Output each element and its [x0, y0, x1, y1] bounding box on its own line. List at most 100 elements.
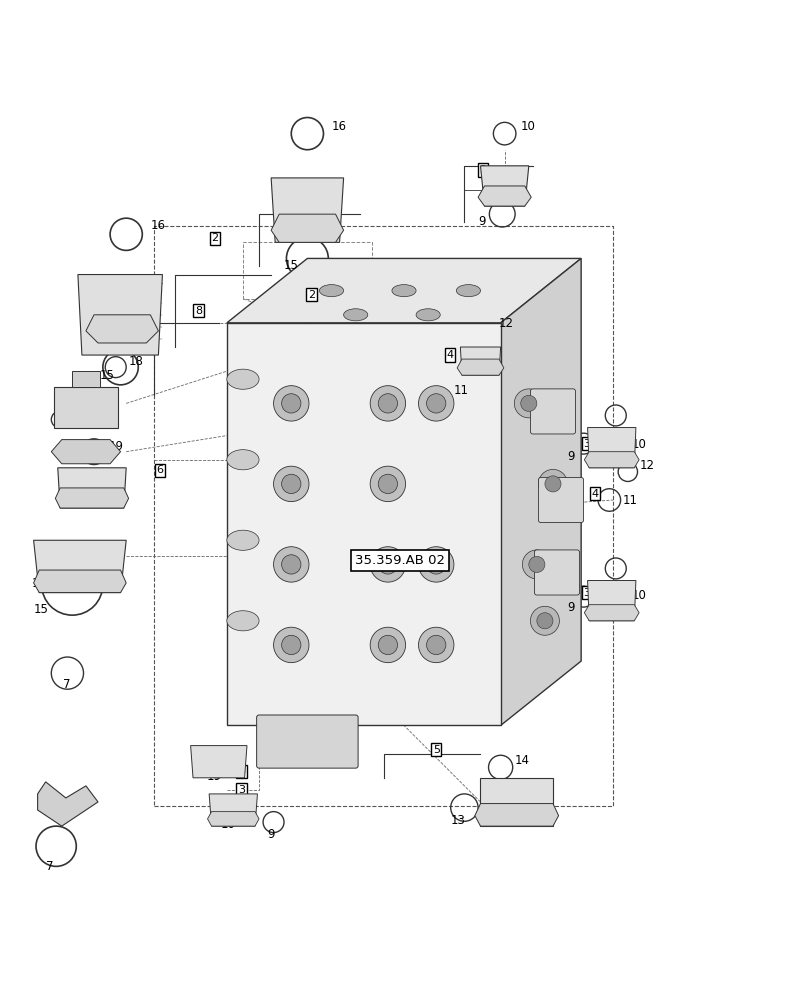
Polygon shape — [501, 258, 581, 725]
Circle shape — [521, 395, 537, 411]
Text: 9: 9 — [567, 450, 575, 463]
Circle shape — [427, 555, 446, 574]
Polygon shape — [34, 570, 126, 593]
Text: 15: 15 — [99, 369, 115, 382]
Polygon shape — [475, 804, 558, 826]
Polygon shape — [271, 178, 343, 242]
FancyBboxPatch shape — [257, 715, 358, 768]
Text: 16: 16 — [150, 219, 166, 232]
Polygon shape — [72, 371, 99, 387]
Polygon shape — [587, 428, 636, 468]
Polygon shape — [191, 746, 247, 778]
Text: 14: 14 — [516, 754, 530, 767]
Circle shape — [282, 635, 301, 655]
Circle shape — [419, 386, 454, 421]
Text: 8: 8 — [195, 306, 202, 316]
Circle shape — [522, 550, 551, 579]
Circle shape — [427, 394, 446, 413]
Text: 5: 5 — [433, 745, 440, 755]
Circle shape — [538, 469, 567, 498]
Text: 19: 19 — [207, 770, 221, 783]
Text: 12: 12 — [640, 459, 655, 472]
Text: 11: 11 — [623, 494, 638, 507]
Polygon shape — [271, 214, 343, 242]
FancyBboxPatch shape — [538, 477, 583, 523]
Ellipse shape — [227, 611, 259, 631]
Text: 35.359.AB 02: 35.359.AB 02 — [355, 554, 445, 567]
Polygon shape — [55, 488, 128, 508]
Circle shape — [378, 474, 398, 494]
Circle shape — [515, 389, 543, 418]
Circle shape — [282, 474, 301, 494]
Text: 3: 3 — [238, 785, 245, 795]
Text: 16: 16 — [32, 577, 47, 590]
Text: 3: 3 — [479, 165, 486, 175]
Text: 10: 10 — [521, 120, 536, 133]
Text: 13: 13 — [451, 814, 465, 827]
Text: 9: 9 — [567, 601, 575, 614]
Circle shape — [545, 476, 561, 492]
Circle shape — [419, 627, 454, 663]
Text: 9: 9 — [478, 215, 486, 228]
Text: 12: 12 — [499, 317, 514, 330]
Text: 2: 2 — [308, 290, 315, 300]
Text: 3: 3 — [583, 588, 591, 598]
Polygon shape — [78, 275, 162, 355]
Circle shape — [378, 555, 398, 574]
Text: 2: 2 — [89, 556, 96, 566]
Ellipse shape — [392, 285, 416, 297]
Circle shape — [378, 394, 398, 413]
FancyBboxPatch shape — [534, 550, 579, 595]
Circle shape — [274, 386, 309, 421]
Text: 4: 4 — [446, 350, 453, 360]
Ellipse shape — [457, 285, 481, 297]
Circle shape — [419, 547, 454, 582]
Ellipse shape — [227, 369, 259, 389]
Polygon shape — [227, 258, 581, 323]
Polygon shape — [208, 812, 259, 826]
Ellipse shape — [343, 309, 368, 321]
Text: 17: 17 — [67, 417, 82, 430]
Circle shape — [370, 466, 406, 502]
Polygon shape — [57, 468, 126, 508]
Text: 18: 18 — [128, 355, 144, 368]
Ellipse shape — [416, 309, 440, 321]
Polygon shape — [584, 605, 639, 621]
Polygon shape — [587, 581, 636, 621]
Text: 6: 6 — [157, 465, 163, 475]
Polygon shape — [209, 794, 258, 826]
Circle shape — [274, 466, 309, 502]
Text: 16: 16 — [331, 120, 347, 133]
Circle shape — [274, 627, 309, 663]
Polygon shape — [227, 323, 501, 725]
Polygon shape — [481, 166, 528, 206]
Text: 15: 15 — [284, 259, 298, 272]
Text: 7: 7 — [46, 860, 53, 873]
Polygon shape — [457, 359, 504, 375]
FancyBboxPatch shape — [530, 389, 575, 434]
Text: 11: 11 — [454, 384, 469, 397]
Text: 7: 7 — [63, 678, 71, 691]
Polygon shape — [52, 440, 120, 464]
Polygon shape — [478, 186, 531, 206]
Polygon shape — [461, 347, 501, 375]
Text: 19: 19 — [108, 440, 124, 453]
Text: 9: 9 — [267, 828, 275, 841]
Circle shape — [427, 635, 446, 655]
Polygon shape — [481, 778, 553, 826]
Ellipse shape — [319, 285, 343, 297]
Polygon shape — [53, 387, 118, 428]
Circle shape — [528, 556, 545, 572]
Circle shape — [537, 613, 553, 629]
Circle shape — [282, 394, 301, 413]
Circle shape — [378, 635, 398, 655]
Text: 10: 10 — [632, 589, 646, 602]
Circle shape — [274, 547, 309, 582]
Polygon shape — [86, 315, 158, 343]
Text: 10: 10 — [221, 818, 235, 831]
Text: 10: 10 — [632, 438, 646, 451]
Ellipse shape — [227, 450, 259, 470]
Text: 4: 4 — [591, 489, 599, 499]
Text: 3: 3 — [583, 439, 591, 449]
Polygon shape — [38, 782, 98, 826]
